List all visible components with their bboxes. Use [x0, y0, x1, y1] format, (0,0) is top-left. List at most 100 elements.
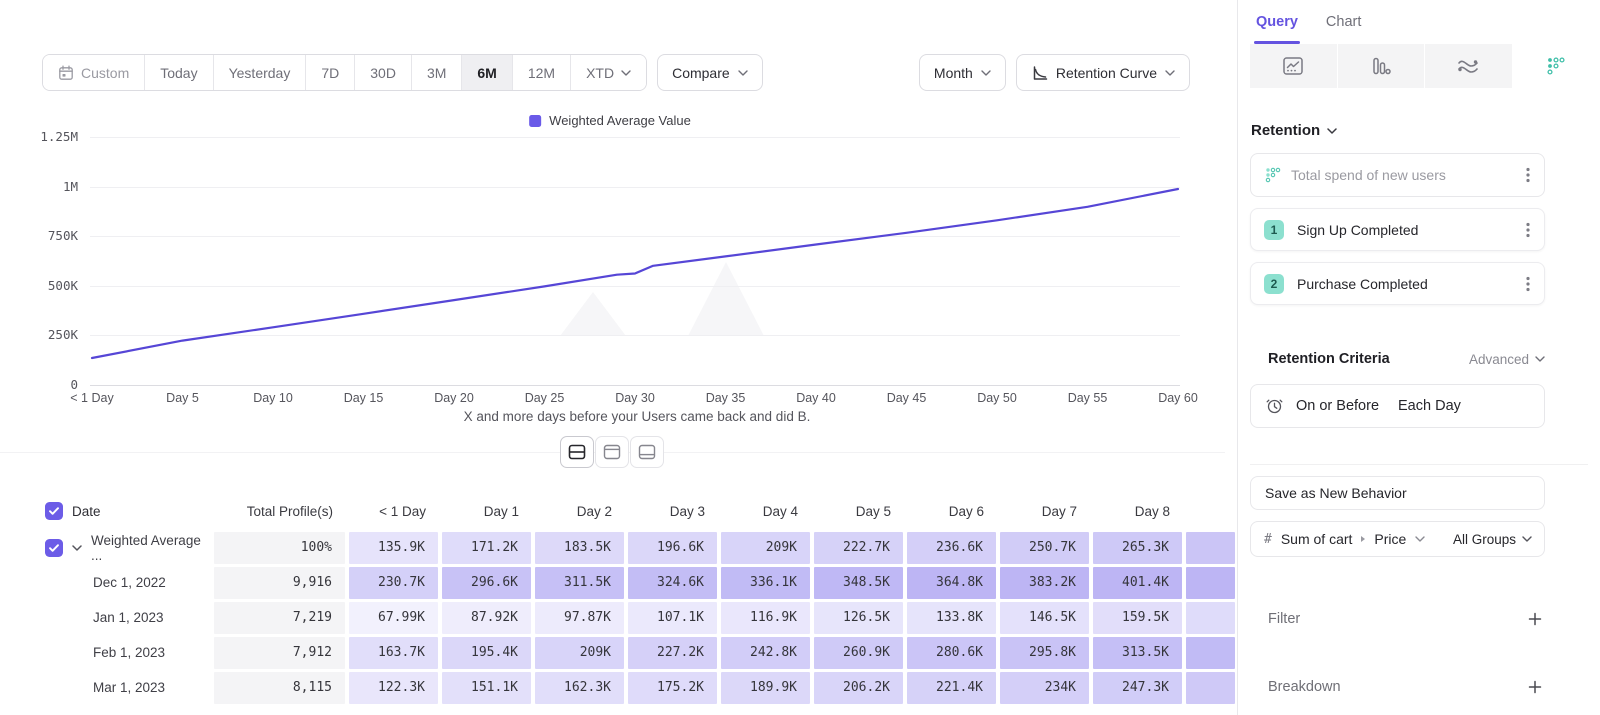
measure-row[interactable]: # Sum of cart Price All Groups	[1250, 521, 1545, 557]
range-button-7d[interactable]: 7D	[306, 55, 355, 90]
range-button-3m[interactable]: 3M	[412, 55, 462, 90]
range-button-today[interactable]: Today	[145, 55, 213, 90]
save-behavior-button[interactable]: Save as New Behavior	[1250, 476, 1545, 510]
add-breakdown-button[interactable]	[1525, 677, 1545, 697]
property-arrow-icon	[1361, 536, 1365, 542]
total-profiles-cell: 7,912	[212, 635, 347, 670]
report-tab-retention[interactable]	[1513, 44, 1600, 88]
kebab-menu-icon[interactable]	[1524, 274, 1532, 294]
kebab-menu-icon[interactable]	[1524, 165, 1532, 185]
retention-value-cell: 250.7K	[998, 530, 1091, 565]
x-axis-tick-label: Day 45	[887, 391, 927, 405]
retention-value-cell: 133.8K	[905, 600, 998, 635]
range-button-yesterday[interactable]: Yesterday	[214, 55, 307, 90]
retention-value: 189.9K	[721, 672, 810, 704]
chevron-down-icon	[738, 70, 748, 76]
retention-value: 209K	[535, 637, 624, 669]
partial-value	[1186, 602, 1235, 634]
retention-value: 383.2K	[1000, 567, 1089, 599]
retention-value: 159.5K	[1093, 602, 1182, 634]
split-view-button[interactable]	[560, 436, 594, 468]
date-range-segmented-control: Custom Today Yesterday7D30D3M6M12MXTD	[42, 54, 647, 91]
chart-type-button[interactable]: Retention Curve	[1016, 54, 1190, 91]
report-tab-insights[interactable]	[1250, 44, 1338, 88]
retention-value-cell: 230.7K	[347, 565, 440, 600]
retention-value: 67.99K	[349, 602, 438, 634]
retention-value: 280.6K	[907, 637, 996, 669]
retention-value-cell: 311.5K	[533, 565, 626, 600]
table-row[interactable]: Feb 1, 20237,912163.7K195.4K209K227.2K24…	[0, 635, 1237, 670]
table-only-view-icon	[638, 444, 656, 460]
partial-value-cell	[1184, 530, 1237, 565]
range-button-30d[interactable]: 30D	[355, 55, 412, 90]
table-row[interactable]: Mar 1, 20238,115122.3K151.1K162.3K175.2K…	[0, 670, 1237, 705]
x-axis-tick-label: < 1 Day	[70, 391, 113, 405]
range-label: Today	[160, 65, 197, 81]
granularity-button[interactable]: Month	[919, 54, 1006, 91]
row-label: Feb 1, 2023	[93, 645, 165, 660]
retention-value-cell: 162.3K	[533, 670, 626, 705]
query-sidebar: Query Chart Retention Total spend of new …	[1237, 0, 1600, 715]
chart-only-view-icon	[603, 444, 621, 460]
range-button-custom[interactable]: Custom	[43, 55, 145, 90]
chart-only-view-button[interactable]	[595, 436, 629, 468]
step-card-1[interactable]: 1Sign Up Completed	[1250, 208, 1545, 251]
table-row[interactable]: Dec 1, 20229,916230.7K296.6K311.5K324.6K…	[0, 565, 1237, 600]
sidebar-tab-query[interactable]: Query	[1256, 0, 1298, 44]
retention-value-cell: 87.92K	[440, 600, 533, 635]
sidebar-body: Retention Total spend of new users 1Sign…	[1238, 122, 1600, 697]
behavior-card[interactable]: Total spend of new users	[1250, 153, 1545, 197]
chevron-down-icon	[1165, 70, 1175, 76]
compare-button[interactable]: Compare	[657, 54, 763, 91]
partial-value	[1186, 637, 1235, 669]
alarm-clock-icon	[1265, 397, 1284, 415]
retention-value-cell: 222.7K	[812, 530, 905, 565]
add-filter-button[interactable]	[1525, 609, 1545, 629]
retention-value-cell: 206.2K	[812, 670, 905, 705]
y-axis-tick-label: 1M	[0, 179, 78, 194]
retention-value-cell: 107.1K	[626, 600, 719, 635]
sidebar-tab-chart[interactable]: Chart	[1326, 0, 1361, 44]
range-button-xtd[interactable]: XTD	[571, 55, 646, 90]
checkbox-checked[interactable]	[45, 502, 63, 520]
retention-value-cell: 348.5K	[812, 565, 905, 600]
range-button-12m[interactable]: 12M	[513, 55, 571, 90]
retention-value-cell: 265.3K	[1091, 530, 1184, 565]
partial-column-header	[1184, 492, 1237, 530]
retention-value-cell: 209K	[719, 530, 812, 565]
chart-legend: Weighted Average Value	[529, 113, 691, 128]
retention-value: 196.6K	[628, 532, 717, 564]
y-gridline	[90, 137, 1180, 138]
table-row[interactable]: Weighted Average ...100%135.9K171.2K183.…	[0, 530, 1237, 565]
groups-dropdown[interactable]: All Groups	[1453, 532, 1532, 547]
day-column-header: Day 8	[1091, 492, 1184, 530]
retention-value-cell: 221.4K	[905, 670, 998, 705]
retention-value-cell: 97.87K	[533, 600, 626, 635]
y-axis-tick-label: 1.25M	[0, 129, 78, 144]
total-profiles-cell: 100%	[212, 530, 347, 565]
y-gridline	[90, 385, 1180, 386]
retention-value-cell: 364.8K	[905, 565, 998, 600]
table-only-view-button[interactable]	[630, 436, 664, 468]
retention-value: 242.8K	[721, 637, 810, 669]
checkbox-checked[interactable]	[45, 539, 63, 557]
step-card-2[interactable]: 2Purchase Completed	[1250, 262, 1545, 305]
criteria-mode-dropdown[interactable]: Advanced	[1469, 352, 1545, 367]
x-axis-tick-label: Day 60	[1158, 391, 1198, 405]
expand-row-chevron-icon[interactable]	[72, 545, 82, 551]
row-label: Dec 1, 2022	[93, 575, 166, 590]
date-header-label: Date	[72, 504, 101, 519]
sidebar-divider	[1250, 464, 1588, 465]
report-tab-funnels[interactable]	[1338, 44, 1426, 88]
retention-value: 175.2K	[628, 672, 717, 704]
kebab-menu-icon[interactable]	[1524, 220, 1532, 240]
range-button-6m[interactable]: 6M	[462, 55, 512, 90]
retention-value: 122.3K	[349, 672, 438, 704]
retention-timing-card[interactable]: On or Before Each Day	[1250, 384, 1545, 428]
retention-value: 265.3K	[1093, 532, 1182, 564]
retention-section-header[interactable]: Retention	[1251, 122, 1545, 139]
report-tab-flows[interactable]	[1425, 44, 1513, 88]
x-axis-tick-label: Day 35	[706, 391, 746, 405]
retention-value-cell: 324.6K	[626, 565, 719, 600]
table-row[interactable]: Jan 1, 20237,21967.99K87.92K97.87K107.1K…	[0, 600, 1237, 635]
